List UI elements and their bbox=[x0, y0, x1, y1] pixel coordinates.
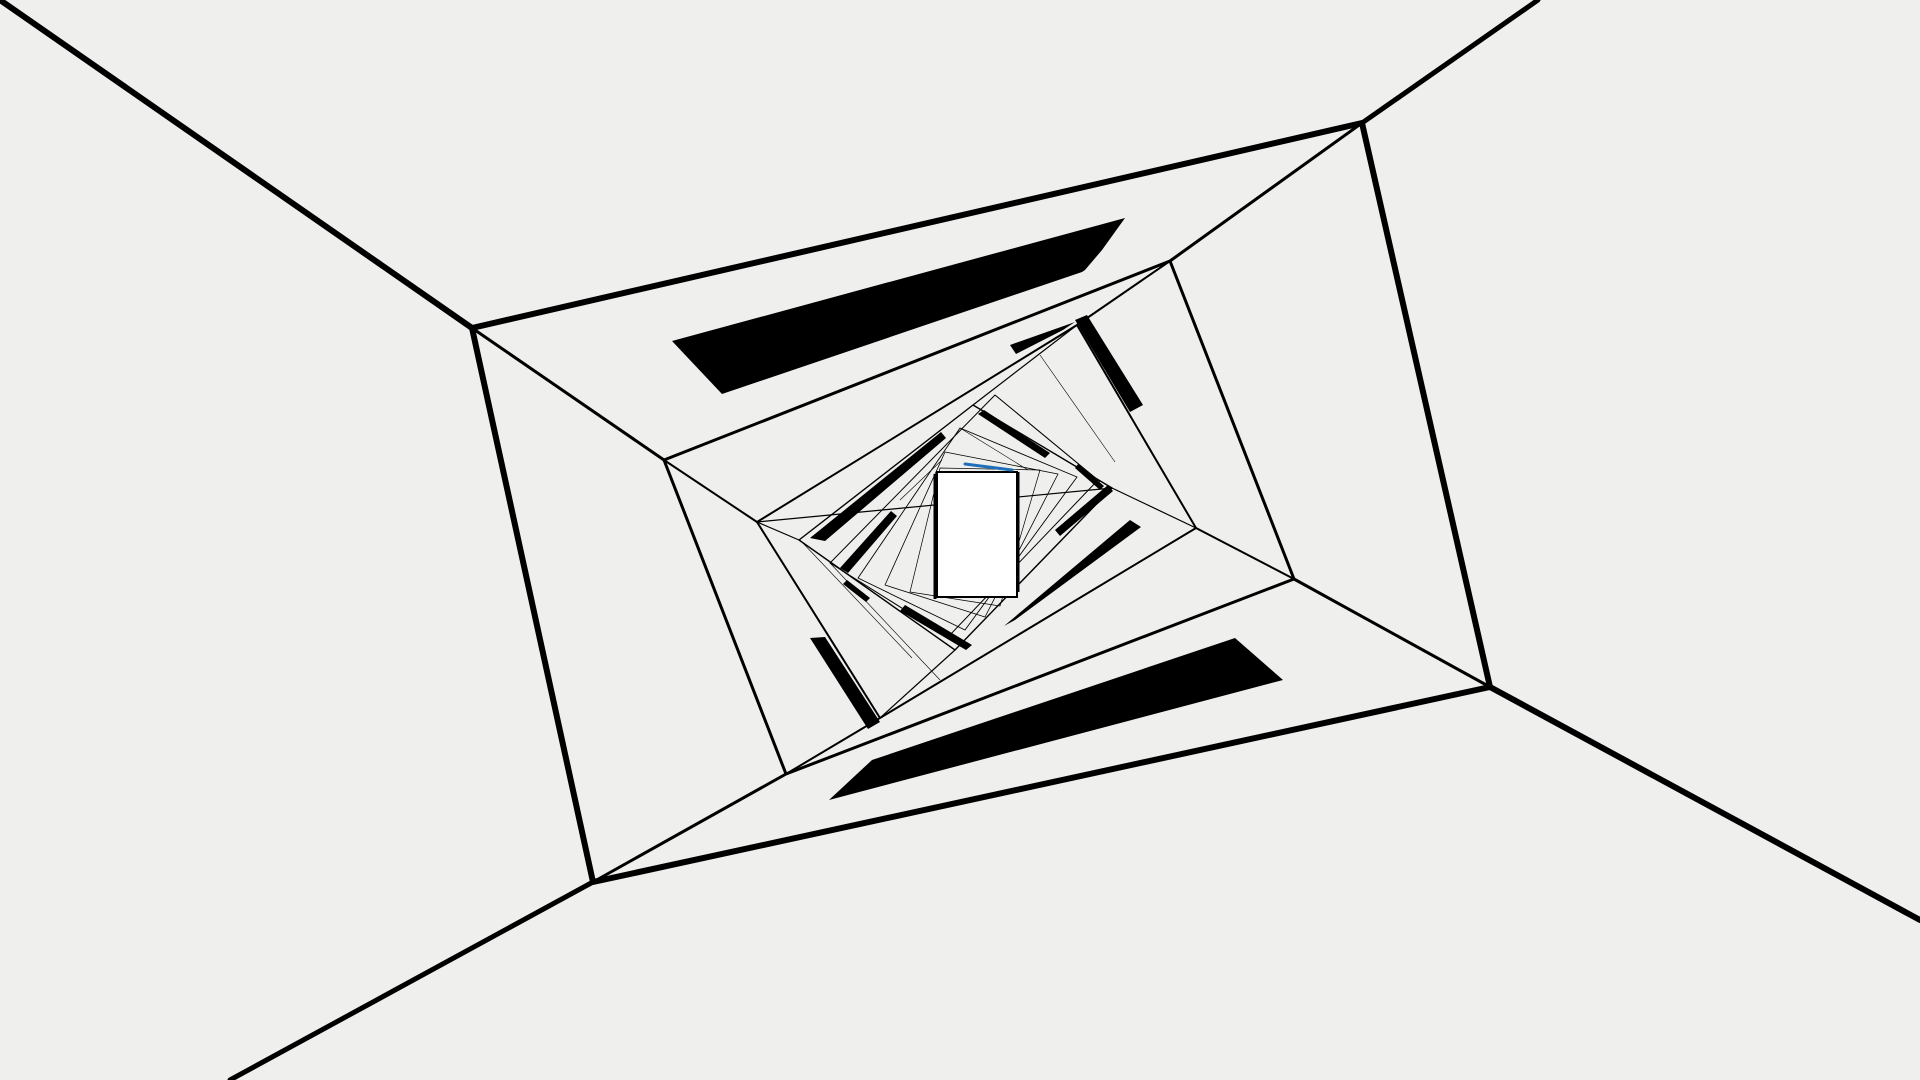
corridor-edge-top-right bbox=[1359, 0, 1541, 126]
corridor-edge-bottom-left bbox=[227, 879, 596, 1080]
tunnel-frame-8 bbox=[909, 467, 1041, 607]
corridor-edge-bottom-right bbox=[1487, 684, 1920, 923]
wall-panel-mid-bottom-right bbox=[1004, 520, 1141, 626]
wall-panel-mid-right bbox=[1075, 315, 1143, 412]
wall-panel-mid-bottom-left bbox=[810, 637, 880, 729]
wall-panel-mid-top bbox=[1010, 322, 1075, 354]
tunnel-detail-lines bbox=[799, 354, 1116, 681]
wall-panel-inner-3 bbox=[1055, 485, 1113, 536]
wall-panel-inner-4 bbox=[900, 605, 972, 650]
player-marker bbox=[963, 462, 1014, 472]
corridor-edge-top-left bbox=[0, 0, 475, 331]
wall-panel-inner-1 bbox=[978, 410, 1050, 458]
tunnel-frame-6 bbox=[857, 427, 1078, 631]
wall-panels-inner bbox=[840, 410, 1113, 650]
wall-panel-bottom bbox=[829, 638, 1283, 800]
wall-panel-inner-5 bbox=[1075, 464, 1104, 490]
tunnel-end-window bbox=[936, 471, 1018, 598]
tunnel-connectors-2 bbox=[663, 260, 1295, 775]
wall-panels-outer bbox=[672, 218, 1283, 800]
wall-panel-top bbox=[672, 218, 1125, 394]
wall-panel-inner-2 bbox=[840, 511, 897, 573]
tunnel-connectors-1 bbox=[471, 121, 1491, 884]
tunnel-frame-7 bbox=[884, 451, 1059, 618]
